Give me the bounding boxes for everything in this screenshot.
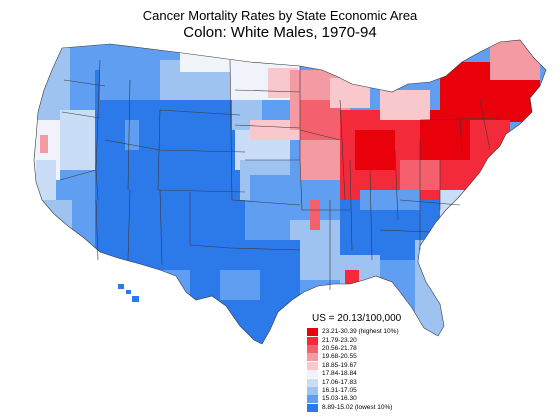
legend-swatch <box>307 361 318 370</box>
legend-item: 8.89-15.02 (lowest 10%) <box>307 403 507 412</box>
legend-item: 18.85-19.67 <box>307 361 507 370</box>
legend-swatch <box>307 328 318 337</box>
legend-item: 17.84-18.84 <box>307 370 507 379</box>
legend-swatch <box>307 370 318 379</box>
legend-label: 17.84-18.84 <box>322 370 357 378</box>
legend-item: 17.06-17.83 <box>307 378 507 387</box>
hawaii-islands <box>118 284 139 302</box>
legend-swatch <box>307 378 318 387</box>
legend-item: 19.68-20.55 <box>307 353 507 362</box>
legend-label: 20.56-21.78 <box>322 344 357 352</box>
legend-rows: 23.21-30.39 (highest 10%) 21.79-23.20 20.5… <box>307 328 507 412</box>
legend-item: 16.31-17.05 <box>307 386 507 395</box>
legend-label: 15.03-16.30 <box>322 395 357 403</box>
legend-item: 21.79-23.20 <box>307 336 507 345</box>
legend-label: 21.79-23.20 <box>322 336 357 344</box>
legend-swatch <box>307 395 318 404</box>
map-regions <box>34 40 540 344</box>
legend-item: 23.21-30.39 (highest 10%) <box>307 328 507 337</box>
legend-label: 16.31-17.05 <box>322 386 357 394</box>
legend-swatch <box>307 403 318 412</box>
legend-item: 15.03-16.30 <box>307 395 507 404</box>
legend-swatch <box>307 344 318 353</box>
state-borders <box>33 39 547 345</box>
legend-label: 8.89-15.02 (lowest 10%) <box>322 403 393 411</box>
legend: US = 20.13/100,000 23.21-30.39 (highest … <box>307 313 507 412</box>
map-subtitle: Colon: White Males, 1970-94 <box>183 24 377 41</box>
legend-label: 17.06-17.83 <box>322 378 357 386</box>
legend-swatch <box>307 386 318 395</box>
legend-label: 19.68-20.55 <box>322 353 357 361</box>
legend-swatch <box>307 336 318 345</box>
legend-label: 23.21-30.39 (highest 10%) <box>322 328 399 336</box>
map-title: Cancer Mortality Rates by State Economic… <box>142 8 418 23</box>
legend-swatch <box>307 353 318 362</box>
legend-item: 20.56-21.78 <box>307 344 507 353</box>
legend-label: 18.85-19.67 <box>322 361 357 369</box>
legend-us-rate: US = 20.13/100,000 <box>312 313 402 324</box>
